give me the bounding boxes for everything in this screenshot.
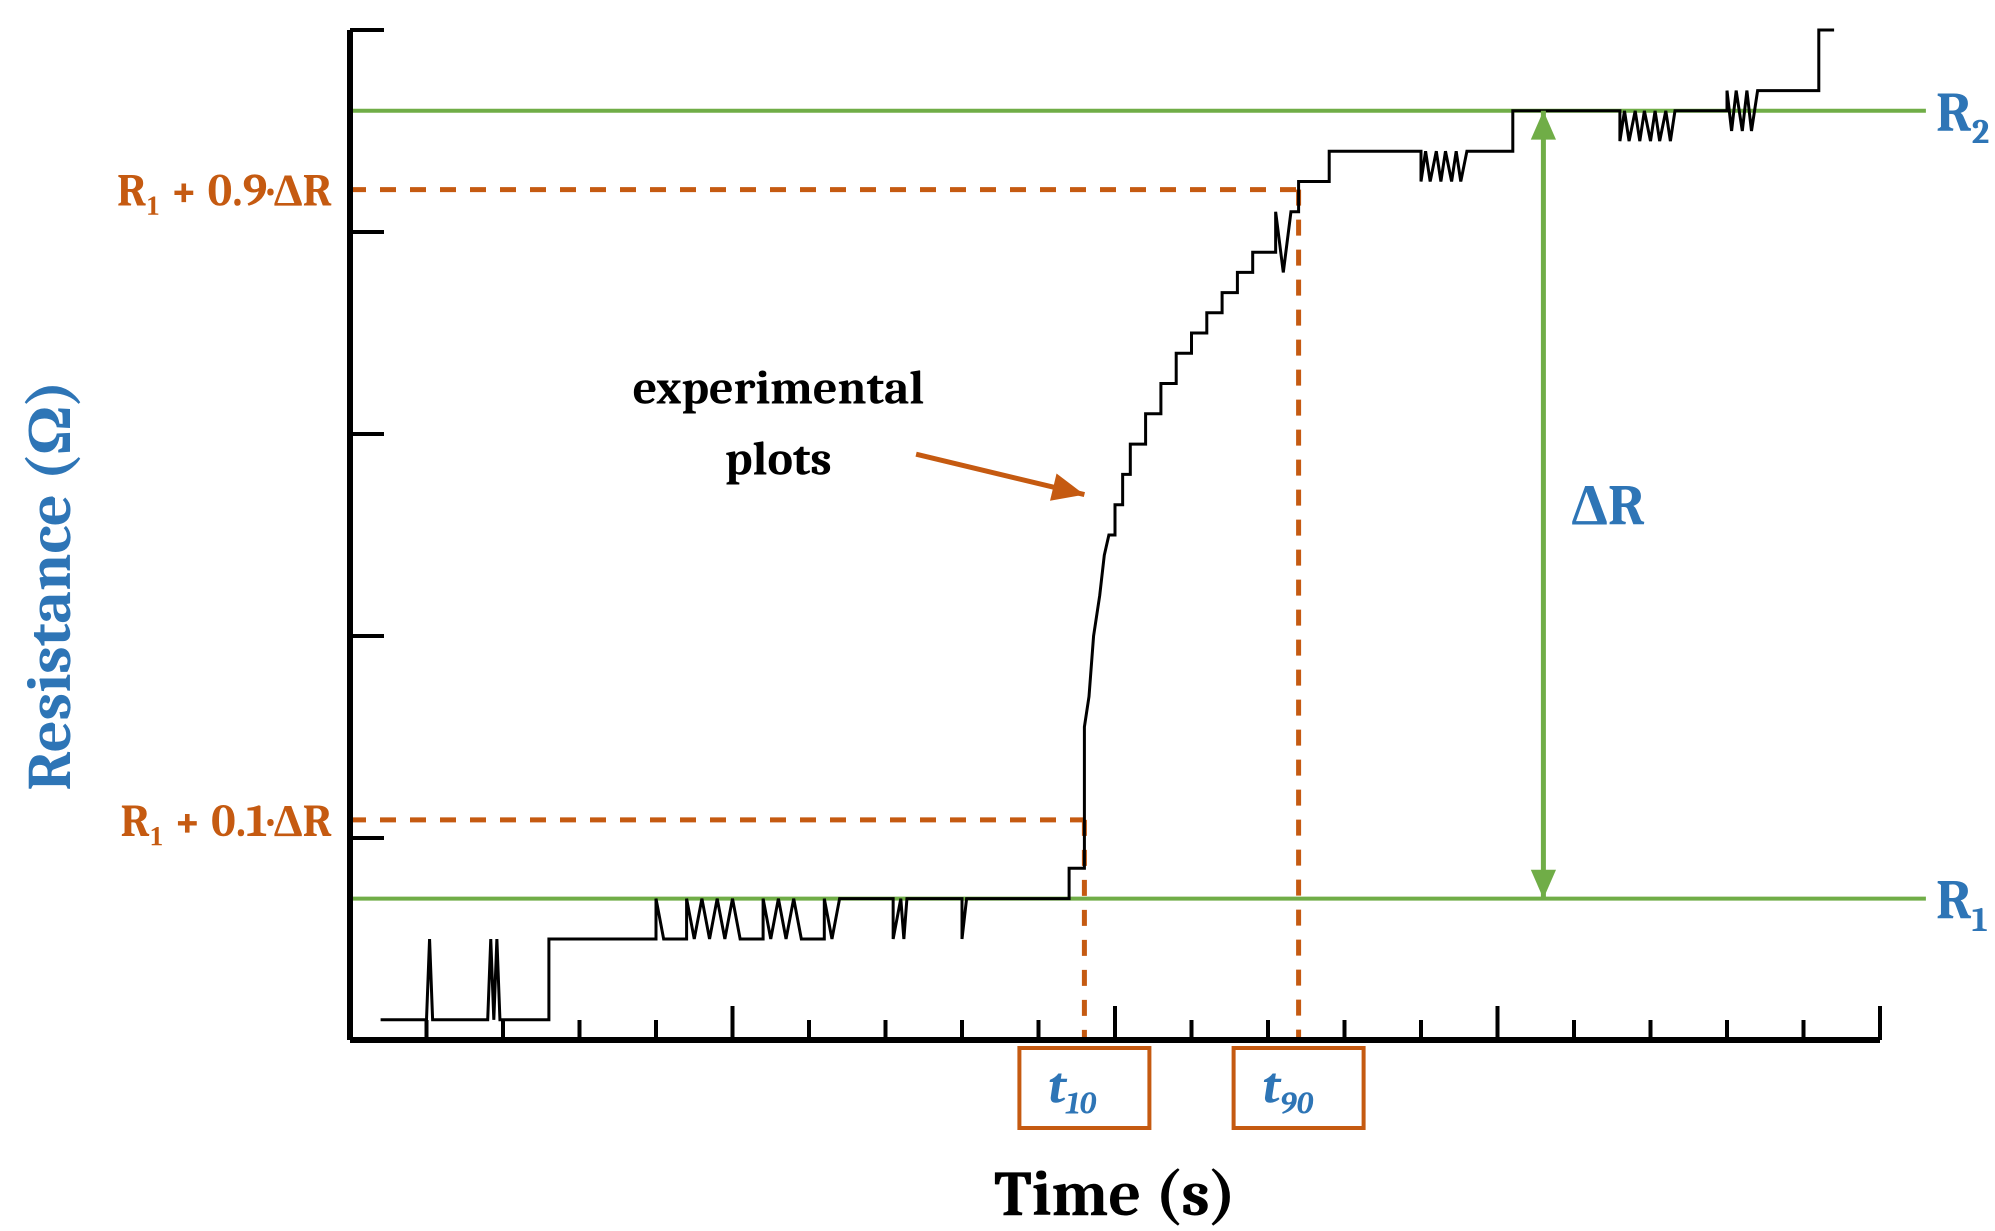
experimental-arrow-head [1050,474,1084,501]
response-time-chart: Resistance (Ω) Time (s) R1 R2 ΔR experimental… [0,0,1995,1231]
experimental-label-line2: plots [725,431,832,486]
y-axis-label: Resistance (Ω) [14,380,86,790]
x-axis-label: Time (s) [994,1157,1236,1231]
r1-plus-10pct-label: R₁ + 0.1·ΔR [120,795,332,848]
delta-r-label: ΔR [1571,473,1644,540]
r2-label: R2 [1936,81,1989,152]
delta-r-arrow-head-down [1531,870,1556,899]
delta-r-arrow-head-up [1531,111,1556,140]
r1-plus-90pct-label: R₁ + 0.9·ΔR [117,165,332,218]
experimental-label-line1: experimental [633,361,925,416]
r1-label: R1 [1936,869,1988,940]
t90-label: t90 [1263,1057,1314,1121]
t10-label: t10 [1048,1057,1096,1121]
